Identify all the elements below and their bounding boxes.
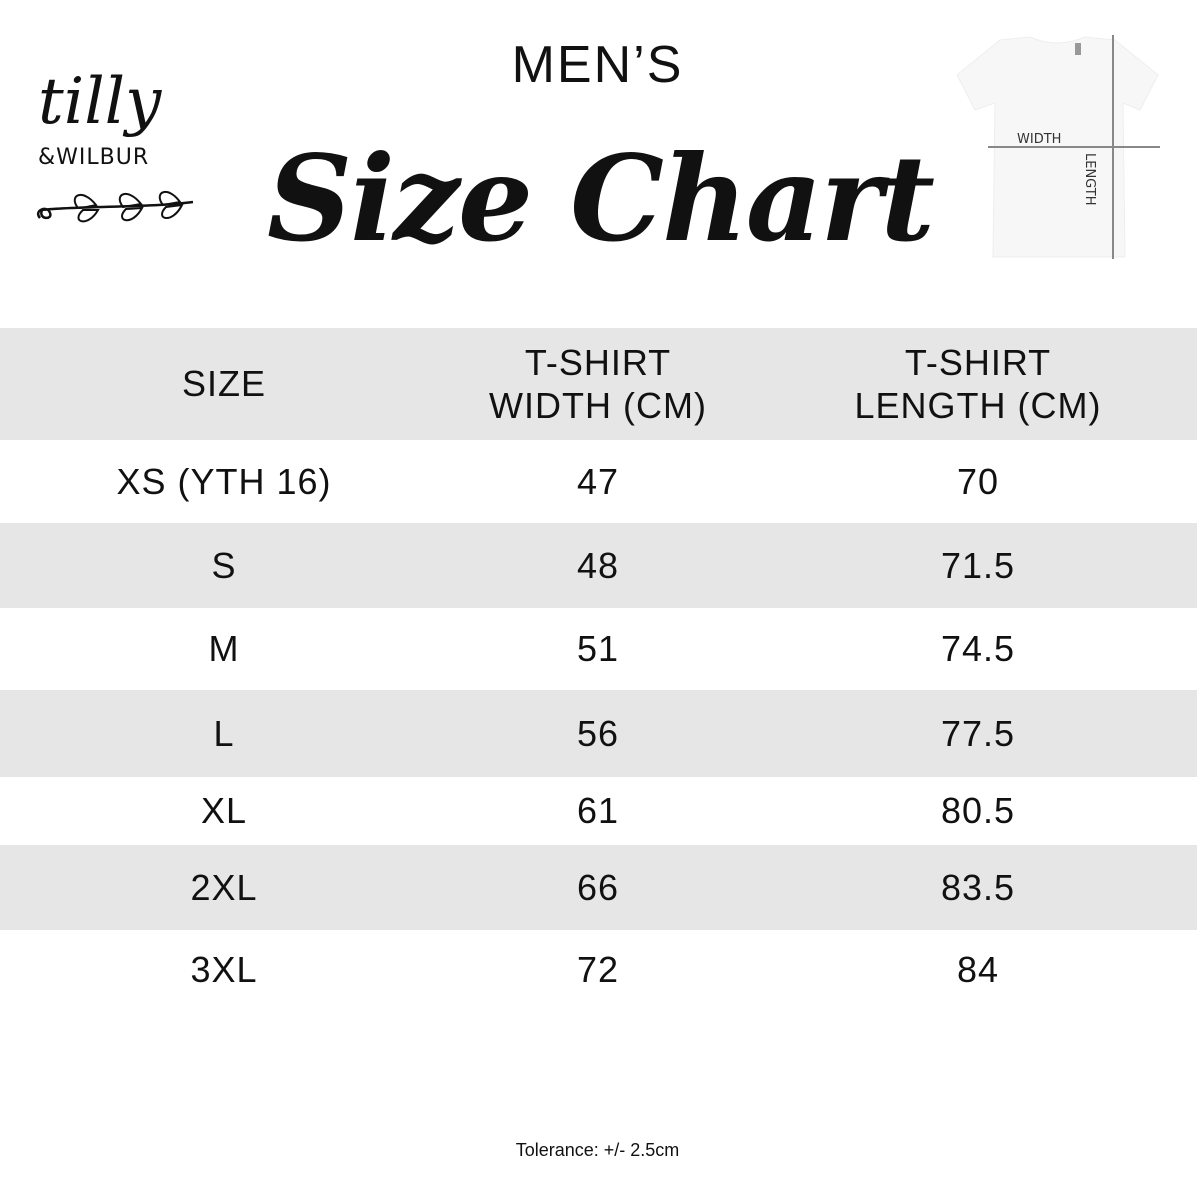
- cell-length: 84: [956, 949, 1000, 991]
- page-subtitle: MEN’S: [511, 36, 684, 94]
- cell-length: 70: [956, 460, 1000, 502]
- table-header-row: SIZE T-SHIRT WIDTH (CM) T-SHIRT LENGTH (…: [0, 328, 1197, 440]
- table-row: S 48 71.5: [0, 523, 1197, 608]
- logo-text: tilly: [38, 65, 162, 139]
- table-row: 3XL 72 84: [0, 930, 1197, 1010]
- cell-width: 47: [576, 460, 620, 502]
- header-length: T-SHIRT LENGTH (CM): [854, 341, 1102, 426]
- table-row: L 56 77.5: [0, 690, 1197, 777]
- brand-logo: tilly &WILBUR: [28, 70, 203, 240]
- leaf-branch-icon: [37, 191, 194, 223]
- cell-width: 48: [576, 544, 620, 586]
- cell-width: 51: [576, 628, 620, 670]
- cell-length: 83.5: [940, 866, 1016, 908]
- table-row: XL 61 80.5: [0, 777, 1197, 845]
- table-row: 2XL 66 83.5: [0, 845, 1197, 930]
- header-size: SIZE: [181, 363, 266, 405]
- width-label: WIDTH: [1017, 132, 1061, 147]
- cell-width: 66: [576, 866, 620, 908]
- length-label: LENGTH: [1082, 153, 1097, 206]
- tolerance-note: Tolerance: +/- 2.5cm: [515, 1140, 680, 1160]
- cell-size: M: [208, 628, 240, 670]
- page-title: Size Chart: [266, 129, 935, 268]
- cell-width: 72: [576, 949, 620, 991]
- cell-length: 74.5: [940, 628, 1016, 670]
- cell-width: 56: [576, 712, 620, 754]
- cell-length: 71.5: [940, 544, 1016, 586]
- cell-size: XL: [200, 790, 248, 832]
- logo-subtext: &WILBUR: [38, 145, 150, 170]
- table-row: M 51 74.5: [0, 608, 1197, 690]
- table-row: XS (YTH 16) 47 70: [0, 440, 1197, 523]
- cell-size: 3XL: [190, 949, 258, 991]
- cell-size: XS (YTH 16): [116, 460, 332, 502]
- cell-length: 80.5: [940, 790, 1016, 832]
- tshirt-diagram: WIDTH LENGTH: [956, 35, 1160, 259]
- cell-size: L: [213, 712, 235, 754]
- cell-size: S: [211, 544, 237, 586]
- cell-length: 77.5: [940, 712, 1016, 754]
- cell-size: 2XL: [190, 866, 258, 908]
- cell-width: 61: [576, 790, 620, 832]
- header-width: T-SHIRT WIDTH (CM): [489, 341, 707, 426]
